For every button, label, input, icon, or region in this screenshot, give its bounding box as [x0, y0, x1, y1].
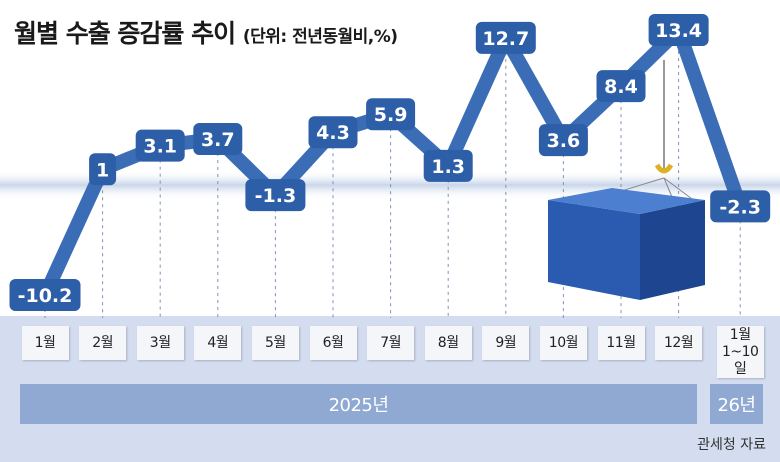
data-label: -10.2	[18, 285, 73, 307]
data-point	[308, 116, 358, 149]
data-point	[648, 14, 709, 47]
data-label: 3.7	[201, 129, 235, 151]
x-tick-label: 3월	[136, 326, 184, 360]
x-tick-label: 6월	[309, 326, 357, 360]
data-point	[710, 190, 771, 223]
x-tick-label: 5월	[251, 326, 299, 360]
data-point	[135, 129, 185, 162]
x-tick-label: 7월	[367, 326, 415, 360]
x-tick-label: 9월	[482, 326, 530, 360]
source-note: 관세청 자료	[697, 437, 766, 453]
title-text: 월별 수출 증감률 추이	[14, 19, 236, 48]
data-label: 4.3	[316, 122, 350, 144]
data-point	[245, 179, 306, 212]
data-point	[366, 98, 416, 131]
data-label: -1.3	[255, 185, 297, 207]
data-label: 12.7	[482, 28, 529, 50]
data-label: -2.3	[719, 196, 761, 218]
shipping-container-illustration	[548, 60, 705, 300]
x-tick-label: 4월	[194, 326, 242, 360]
data-point	[89, 153, 117, 186]
data-point	[193, 122, 243, 155]
x-tick-label: 12월	[655, 326, 703, 360]
data-label: 8.4	[604, 76, 638, 98]
x-tick-label: 8월	[424, 326, 472, 360]
data-point	[423, 149, 473, 182]
data-point	[475, 21, 536, 54]
data-point	[538, 124, 588, 157]
data-label: 13.4	[655, 20, 702, 42]
data-label: 3.6	[547, 130, 581, 152]
data-label: 3.1	[143, 136, 177, 158]
chart-title: 월별 수출 증감률 추이 (단위: 전년동월비,%)	[14, 14, 398, 50]
data-point	[9, 279, 81, 312]
x-tick-label: 1월 1~10일	[716, 326, 764, 378]
year-bar-2025: 2025년	[20, 384, 697, 424]
data-label: 1	[96, 159, 109, 181]
unit-label: (단위: 전년동월비,%)	[242, 27, 398, 47]
data-point	[596, 70, 646, 103]
data-label: 1.3	[431, 156, 465, 178]
x-tick-label: 10월	[539, 326, 587, 360]
x-tick-label: 1월	[21, 326, 69, 360]
year-bar-2026: 26년	[710, 384, 763, 424]
data-label: 5.9	[374, 104, 408, 126]
x-tick-label: 11월	[597, 326, 645, 360]
x-tick-label: 2월	[79, 326, 127, 360]
